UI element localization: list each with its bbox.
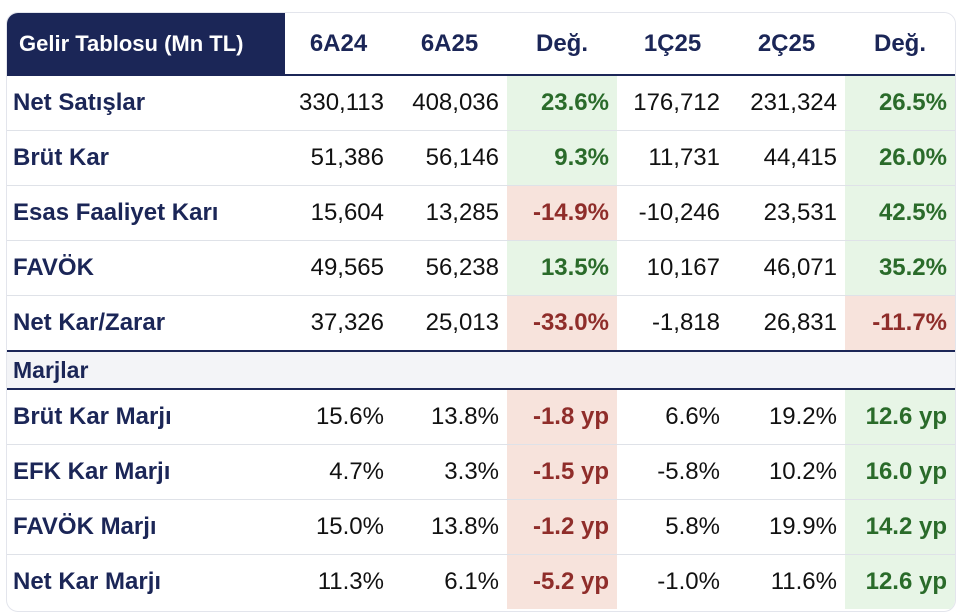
cell-value: 56,238 [392, 240, 507, 296]
header-6a24: 6A24 [285, 13, 392, 75]
table-row: FAVÖK Marjı 15.0% 13.8% -1.2 yp 5.8% 19.… [7, 499, 955, 555]
header-change-quarter: Değ. [845, 13, 955, 75]
change-cell: 16.0 yp [845, 444, 955, 500]
cell-value: 10,167 [617, 240, 728, 296]
header-change-half: Değ. [507, 13, 617, 75]
table-row: EFK Kar Marjı 4.7% 3.3% -1.5 yp -5.8% 10… [7, 444, 955, 500]
header-row: Gelir Tablosu (Mn TL) 6A24 6A25 Değ. 1Ç2… [7, 13, 955, 75]
cell-value: 51,386 [285, 130, 392, 186]
table-row: Brüt Kar Marjı 15.6% 13.8% -1.8 yp 6.6% … [7, 389, 955, 445]
change-cell: -1.5 yp [507, 444, 617, 500]
cell-value: 25,013 [392, 295, 507, 351]
change-cell: -1.2 yp [507, 499, 617, 555]
cell-value: 231,324 [728, 74, 845, 131]
change-cell: 14.2 yp [845, 499, 955, 555]
table-row: Net Kar Marjı 11.3% 6.1% -5.2 yp -1.0% 1… [7, 554, 955, 609]
cell-value: 19.9% [728, 499, 845, 555]
cell-value: 23,531 [728, 185, 845, 241]
row-label: Esas Faaliyet Karı [7, 185, 285, 241]
table-row: Net Kar/Zarar 37,326 25,013 -33.0% -1,81… [7, 295, 955, 351]
row-label: FAVÖK Marjı [7, 499, 285, 555]
section-row-margins: Marjlar [7, 350, 955, 390]
change-cell: 13.5% [507, 240, 617, 296]
change-cell: 23.6% [507, 74, 617, 131]
section-label: Marjlar [7, 350, 955, 390]
change-cell: -33.0% [507, 295, 617, 351]
change-cell: -5.2 yp [507, 554, 617, 609]
row-label: FAVÖK [7, 240, 285, 296]
cell-value: 6.6% [665, 403, 720, 430]
change-cell: 9.3% [507, 130, 617, 186]
change-cell: 42.5% [845, 185, 955, 241]
cell-value: 15.6% [315, 403, 384, 430]
cell-value: 13,285 [392, 185, 507, 241]
cell-value: -1.0% [617, 554, 728, 609]
cell-value: 10.2% [728, 444, 845, 500]
change-cell: -14.9% [507, 185, 617, 241]
cell-value: 6.1% [392, 554, 507, 609]
cell-value: 4.7% [285, 444, 392, 500]
cell-value: 3.3% [392, 444, 507, 500]
cell-value: 13.8% [430, 403, 499, 430]
row-label: Brüt Kar Marjı [13, 403, 172, 430]
cell-value: 44,415 [728, 130, 845, 186]
cell-value: 49,565 [285, 240, 392, 296]
change-cell: 26.5% [845, 74, 955, 131]
cell-value: -10,246 [617, 185, 728, 241]
header-6a25: 6A25 [392, 13, 507, 75]
cell-value: -1,818 [617, 295, 728, 351]
cell-value: 330,113 [285, 74, 392, 131]
change-cell: -11.7% [845, 295, 955, 351]
table-row: Net Satışlar 330,113 408,036 23.6% 176,7… [7, 74, 955, 131]
cell-value: 13.8% [392, 499, 507, 555]
change-cell: 12.6 yp [845, 554, 955, 609]
cell-value: 15,604 [285, 185, 392, 241]
cell-value: 19.2% [768, 403, 837, 430]
cell-value: 11.3% [285, 554, 392, 609]
cell-value: 5.8% [617, 499, 728, 555]
header-1c25: 1Ç25 [617, 13, 728, 75]
header-title: Gelir Tablosu (Mn TL) [7, 13, 285, 75]
row-label: Net Kar Marjı [7, 554, 285, 609]
table-row: Esas Faaliyet Karı 15,604 13,285 -14.9% … [7, 185, 955, 241]
income-statement-table-card: Gelir Tablosu (Mn TL) 6A24 6A25 Değ. 1Ç2… [6, 12, 956, 612]
cell-value: 11,731 [617, 130, 728, 186]
row-label: Net Satışlar [7, 74, 285, 131]
cell-value: 11.6% [728, 554, 845, 609]
cell-value: 15.0% [285, 499, 392, 555]
cell-value: 408,036 [392, 74, 507, 131]
cell-value: 56,146 [392, 130, 507, 186]
change-cell: -1.8 yp [507, 389, 617, 445]
cell-value: 26,831 [728, 295, 845, 351]
change-cell: 26.0% [845, 130, 955, 186]
row-label: Brüt Kar [7, 130, 285, 186]
income-statement-table: Gelir Tablosu (Mn TL) 6A24 6A25 Değ. 1Ç2… [7, 13, 955, 609]
row-label: Net Kar/Zarar [7, 295, 285, 351]
row-label: EFK Kar Marjı [7, 444, 285, 500]
cell-value: 46,071 [728, 240, 845, 296]
cell-value: 176,712 [617, 74, 728, 131]
table-row: FAVÖK 49,565 56,238 13.5% 10,167 46,071 … [7, 240, 955, 296]
table-row: Brüt Kar 51,386 56,146 9.3% 11,731 44,41… [7, 130, 955, 186]
cell-value: 37,326 [285, 295, 392, 351]
change-cell: 35.2% [845, 240, 955, 296]
cell-value: -5.8% [617, 444, 728, 500]
change-cell: 12.6 yp [845, 389, 955, 445]
header-2c25: 2Ç25 [728, 13, 845, 75]
